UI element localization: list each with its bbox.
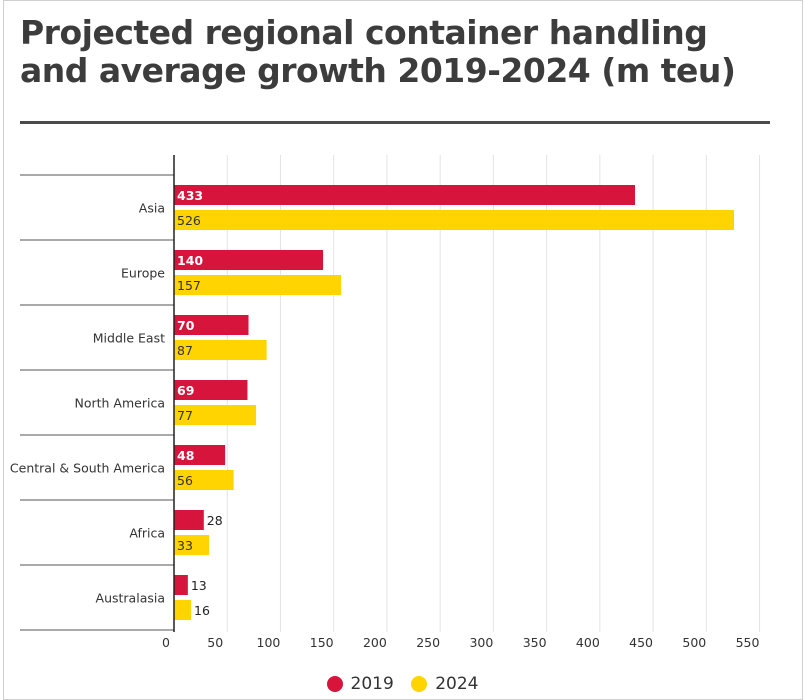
bar-2019 [174,185,635,205]
data-label-2019: 13 [191,578,207,593]
bar-2024 [174,470,234,490]
data-label-2019: 70 [177,318,195,333]
bar-2024 [174,275,342,295]
data-label-2024: 157 [177,278,201,293]
bar-2019 [174,315,249,335]
data-label-2019: 140 [177,253,203,268]
x-tick-label: 250 [416,635,440,650]
bar-2024 [174,405,256,425]
x-tick-label: 50 [207,635,223,650]
category-label: Middle East [93,331,165,346]
data-label-2019: 28 [207,513,223,528]
x-tick-label: 500 [682,635,706,650]
legend-swatch-2019 [326,676,343,692]
data-label-2024: 56 [177,473,193,488]
data-label-2019: 69 [177,383,194,398]
x-tick-label: 400 [576,635,600,650]
legend-item-2024: 2024 [411,674,478,694]
legend-swatch-2024 [411,676,428,692]
data-label-2024: 87 [177,343,193,358]
category-label: Australasia [96,591,165,606]
data-label-2024: 33 [177,538,193,553]
category-label: Central & South America [10,461,165,476]
category-label: North America [75,396,166,411]
bar-2024 [174,535,210,555]
bar-2024 [174,340,267,360]
bar-2019 [174,510,204,530]
legend-item-2019: 2019 [326,674,394,694]
bar-2019 [174,445,226,465]
data-label-2024: 77 [177,408,193,423]
category-label: Asia [139,201,165,216]
bar-2024 [174,210,734,230]
x-tick-label: 350 [523,635,547,650]
chart-frame [3,0,803,700]
x-tick-label: 300 [469,635,493,650]
data-label-2024: 526 [177,213,201,228]
legend: 2019 2024 [0,674,805,697]
bar-2019 [174,380,248,400]
x-tick-label: 550 [736,635,760,650]
bar-2024 [174,600,192,620]
bar-2019 [174,575,188,595]
title-divider [20,121,770,124]
x-tick-label: 100 [257,635,281,650]
category-label: Europe [121,266,165,281]
x-tick-label: 0 [162,635,170,650]
x-tick-label: 200 [363,635,387,650]
x-tick-label: 450 [629,635,653,650]
legend-label-2019: 2019 [350,674,394,694]
data-label-2024: 16 [194,603,210,618]
category-label: Africa [129,526,165,541]
chart-title: Projected regional container handling an… [20,13,736,90]
legend-label-2024: 2024 [435,674,479,694]
x-tick-label: 150 [310,635,334,650]
data-label-2019: 48 [177,448,194,463]
data-label-2019: 433 [177,188,203,203]
bar-2019 [174,250,324,270]
